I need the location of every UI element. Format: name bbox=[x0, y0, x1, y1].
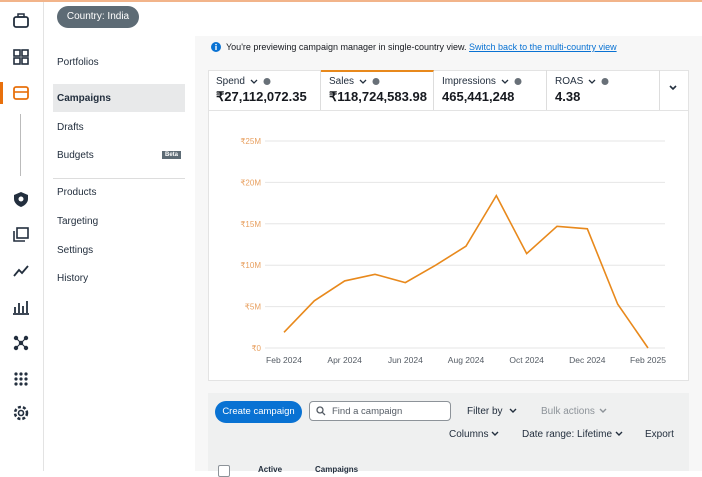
top-bar bbox=[0, 0, 702, 2]
metric-label: Sales bbox=[329, 76, 425, 87]
date-range[interactable]: Date range: Lifetime bbox=[522, 429, 613, 440]
metric-card[interactable]: ROAS 4.38 bbox=[547, 70, 660, 110]
notice-link[interactable]: Switch back to the multi-country view bbox=[469, 42, 617, 52]
create-button[interactable]: Create campaign bbox=[215, 401, 302, 423]
metric-icons[interactable] bbox=[500, 77, 526, 86]
metric-label: Spend bbox=[216, 76, 312, 87]
info-icon bbox=[211, 42, 221, 52]
notice-text: You're previewing campaign manager in si… bbox=[226, 42, 467, 52]
metric-value: 465,441,248 bbox=[442, 89, 515, 104]
search-placeholder: Find a campaign bbox=[332, 406, 403, 417]
nav-item[interactable]: Settings bbox=[57, 245, 94, 256]
metric-label: Impressions bbox=[442, 76, 538, 87]
column-header: Campaigns bbox=[315, 465, 359, 474]
icon[interactable] bbox=[12, 262, 30, 280]
icon[interactable] bbox=[12, 334, 30, 352]
y-tick-label: ₹0 bbox=[251, 344, 261, 353]
icon[interactable] bbox=[12, 12, 30, 30]
chart: ₹0 ₹5M ₹10M ₹15M ₹20M ₹25M Feb 2024 Apr 2024 Jun… bbox=[240, 137, 666, 365]
nav-item[interactable]: Budgets bbox=[57, 150, 94, 161]
metric-card[interactable]: Sales ₹118,724,583.98 bbox=[321, 70, 434, 110]
divider bbox=[20, 114, 21, 176]
metric-value: ₹118,724,583.98 bbox=[329, 89, 427, 104]
x-tick-label: Jun 2024 bbox=[388, 355, 423, 365]
metric-icons[interactable] bbox=[587, 77, 613, 86]
nav-item[interactable]: Portfolios bbox=[57, 57, 99, 68]
notice: You're previewing campaign manager in si… bbox=[226, 42, 617, 52]
icon[interactable] bbox=[12, 226, 30, 244]
x-tick-label: Feb 2024 bbox=[266, 355, 302, 365]
chevron bbox=[491, 431, 499, 436]
chart-panel bbox=[208, 70, 689, 381]
columns-button[interactable]: Columns bbox=[449, 429, 489, 440]
metric-card[interactable]: Spend ₹27,112,072.35 bbox=[208, 70, 321, 110]
y-tick-label: ₹15M bbox=[240, 220, 261, 229]
icon[interactable] bbox=[12, 404, 30, 422]
column-header: Active bbox=[258, 465, 283, 474]
filter-button[interactable]: Filter by bbox=[467, 406, 503, 417]
active-indicator bbox=[0, 82, 3, 104]
y-tick-label: ₹25M bbox=[240, 137, 261, 146]
line bbox=[283, 194, 649, 349]
metric-value: ₹27,112,072.35 bbox=[216, 89, 307, 104]
y-tick-label: ₹20M bbox=[240, 178, 261, 187]
nav-item[interactable]: Drafts bbox=[57, 122, 84, 133]
export-button[interactable]: Export bbox=[645, 429, 674, 440]
chevron bbox=[615, 431, 623, 436]
country-pill[interactable]: Country: India bbox=[57, 6, 139, 28]
x-tick-label: Aug 2024 bbox=[448, 355, 485, 365]
chevron bbox=[599, 408, 607, 413]
nav-item[interactable]: Products bbox=[57, 187, 97, 198]
icon[interactable] bbox=[12, 48, 30, 66]
separator bbox=[208, 110, 689, 111]
x-tick-label: Apr 2024 bbox=[327, 355, 362, 365]
metric-value: 4.38 bbox=[555, 89, 581, 104]
y-tick-label: ₹5M bbox=[245, 303, 262, 312]
x-tick-label: Feb 2025 bbox=[630, 355, 666, 365]
metric-icons[interactable] bbox=[358, 77, 384, 86]
nav-selected bbox=[53, 84, 185, 112]
icon[interactable] bbox=[12, 84, 30, 102]
icon[interactable] bbox=[12, 298, 30, 316]
metric-card[interactable]: Impressions 465,441,248 bbox=[434, 70, 547, 110]
metric-label: ROAS bbox=[555, 76, 651, 87]
nav-item[interactable]: Campaigns bbox=[57, 93, 111, 104]
icon-rail bbox=[0, 2, 44, 471]
expand-chevron[interactable] bbox=[668, 84, 678, 92]
x-tick-label: Dec 2024 bbox=[569, 355, 606, 365]
separator bbox=[53, 178, 185, 179]
search-box[interactable]: Find a campaign bbox=[309, 401, 451, 421]
icon[interactable] bbox=[12, 370, 30, 388]
metric-icons[interactable] bbox=[249, 77, 275, 86]
bulk-actions: Bulk actions bbox=[541, 406, 595, 417]
nav-item[interactable]: History bbox=[57, 273, 89, 284]
y-tick-label: ₹10M bbox=[240, 261, 261, 270]
x-tick-label: Oct 2024 bbox=[509, 355, 544, 365]
nav-item[interactable]: Targeting bbox=[57, 216, 99, 227]
icon[interactable] bbox=[12, 190, 30, 208]
chevron bbox=[509, 408, 517, 413]
checkbox[interactable] bbox=[218, 465, 230, 477]
badge: Beta bbox=[162, 151, 182, 159]
search-icon bbox=[316, 406, 326, 416]
